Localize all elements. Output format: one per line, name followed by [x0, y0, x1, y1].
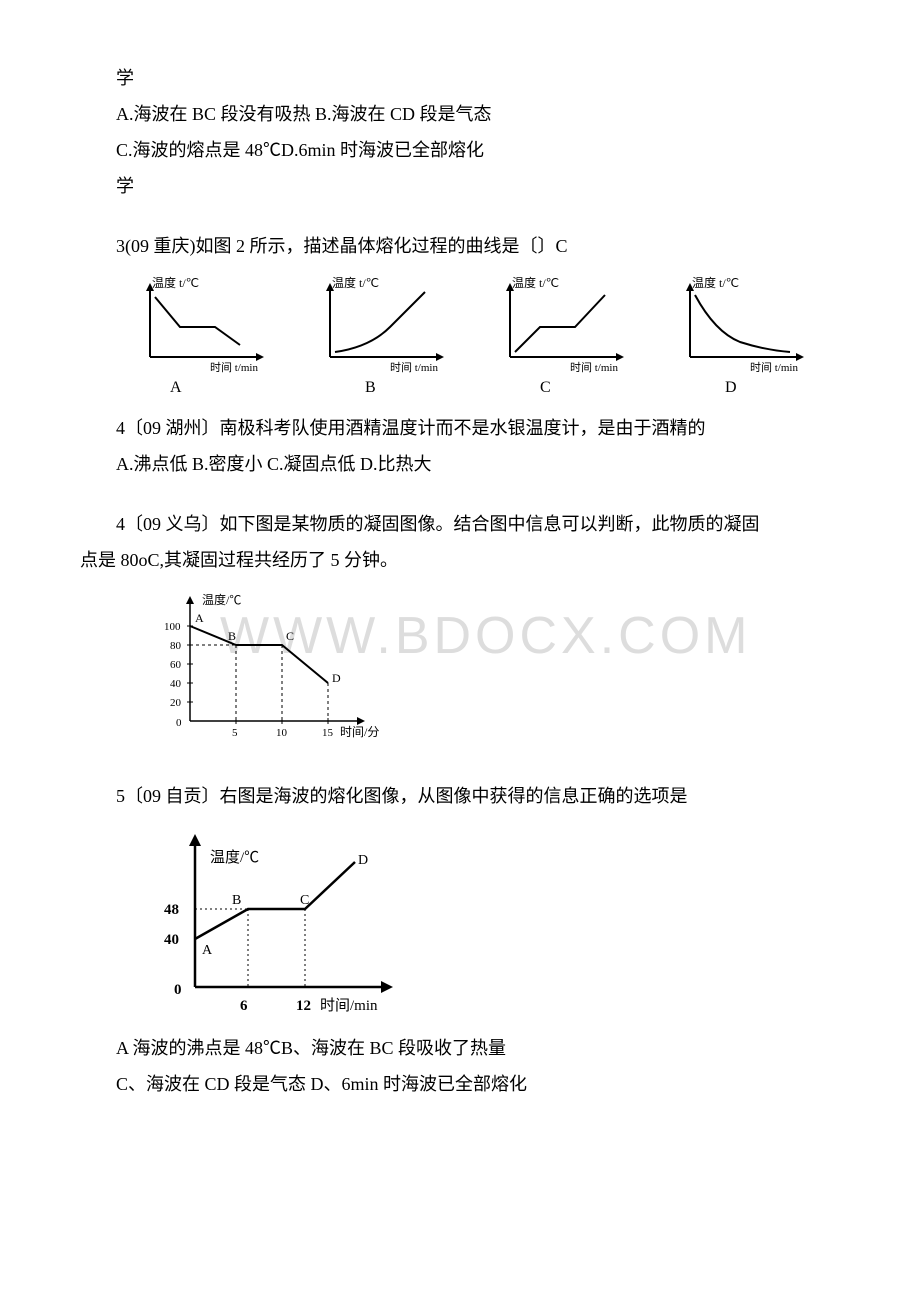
- figure-abcd: 温度 t/℃ 时间 t/min A 温度 t/℃ 时间 t/min B: [120, 272, 840, 402]
- svg-text:15: 15: [322, 727, 334, 739]
- svg-text:40: 40: [164, 932, 179, 948]
- text-line: C.海波的熔点是 48℃D.6min 时海波已全部熔化: [80, 132, 840, 168]
- text-line: 学: [80, 168, 840, 204]
- svg-text:12: 12: [296, 998, 311, 1014]
- svg-text:时间/分: 时间/分: [340, 725, 379, 739]
- svg-text:0: 0: [174, 982, 182, 998]
- svg-text:48: 48: [164, 902, 179, 918]
- svg-text:温度 t/℃: 温度 t/℃: [512, 275, 559, 290]
- svg-text:温度/℃: 温度/℃: [202, 592, 241, 607]
- figure-heating: 温度/℃ 时间/min 0 40 48 6 12 A B C D: [140, 822, 840, 1022]
- q5-o2: C、海波在 CD 段是气态 D、6min 时海波已全部熔化: [80, 1066, 840, 1102]
- svg-text:10: 10: [276, 727, 288, 739]
- svg-text:0: 0: [176, 717, 182, 729]
- svg-text:时间 t/min: 时间 t/min: [210, 361, 258, 374]
- svg-text:D: D: [358, 853, 368, 868]
- q4a-text: 4〔09 湖州〕南极科考队使用酒精温度计而不是水银温度计，是由于酒精的: [80, 410, 840, 446]
- svg-text:B: B: [228, 629, 236, 643]
- svg-text:80: 80: [170, 640, 182, 652]
- q5-text: 5〔09 自贡〕右图是海波的熔化图像，从图像中获得的信息正确的选项是: [80, 778, 840, 814]
- svg-text:6: 6: [240, 998, 248, 1014]
- q3-text: 3(09 重庆)如图 2 所示，描述晶体熔化过程的曲线是〔〕C: [80, 228, 840, 264]
- figure-cooling: 温度/℃ 时间/分 0 20 40 60 80 100 5 10 15 A B …: [140, 586, 840, 746]
- svg-text:C: C: [540, 379, 551, 396]
- svg-text:B: B: [365, 379, 376, 396]
- svg-text:5: 5: [232, 727, 238, 739]
- svg-text:D: D: [332, 671, 341, 685]
- svg-text:温度/℃: 温度/℃: [210, 849, 259, 866]
- text-line: 学: [80, 60, 840, 96]
- q4a-opts: A.沸点低 B.密度小 C.凝固点低 D.比热大: [80, 446, 840, 482]
- svg-text:温度 t/℃: 温度 t/℃: [332, 275, 379, 290]
- svg-text:A: A: [170, 379, 182, 396]
- svg-text:C: C: [300, 893, 309, 908]
- q5-o1: A 海波的沸点是 48℃B、海波在 BC 段吸收了热量: [80, 1030, 840, 1066]
- svg-text:A: A: [202, 943, 213, 958]
- svg-text:60: 60: [170, 659, 182, 671]
- svg-text:时间/min: 时间/min: [320, 997, 378, 1014]
- text-line: A.海波在 BC 段没有吸热 B.海波在 CD 段是气态: [80, 96, 840, 132]
- svg-text:C: C: [286, 629, 294, 643]
- svg-text:温度 t/℃: 温度 t/℃: [152, 275, 199, 290]
- svg-text:时间 t/min: 时间 t/min: [750, 361, 798, 374]
- svg-text:温度 t/℃: 温度 t/℃: [692, 275, 739, 290]
- q4b-l2: 点是 80oC,其凝固过程共经历了 5 分钟。: [80, 542, 840, 578]
- q4b-l1: 4〔09 义乌〕如下图是某物质的凝固图像。结合图中信息可以判断，此物质的凝固: [80, 506, 840, 542]
- svg-text:20: 20: [170, 697, 182, 709]
- document-body: 学 A.海波在 BC 段没有吸热 B.海波在 CD 段是气态 C.海波的熔点是 …: [80, 60, 840, 1102]
- svg-text:A: A: [195, 611, 204, 625]
- svg-text:100: 100: [164, 621, 181, 633]
- svg-text:时间 t/min: 时间 t/min: [390, 361, 438, 374]
- svg-text:B: B: [232, 893, 241, 908]
- svg-text:D: D: [725, 379, 737, 396]
- svg-text:时间 t/min: 时间 t/min: [570, 361, 618, 374]
- svg-text:40: 40: [170, 678, 182, 690]
